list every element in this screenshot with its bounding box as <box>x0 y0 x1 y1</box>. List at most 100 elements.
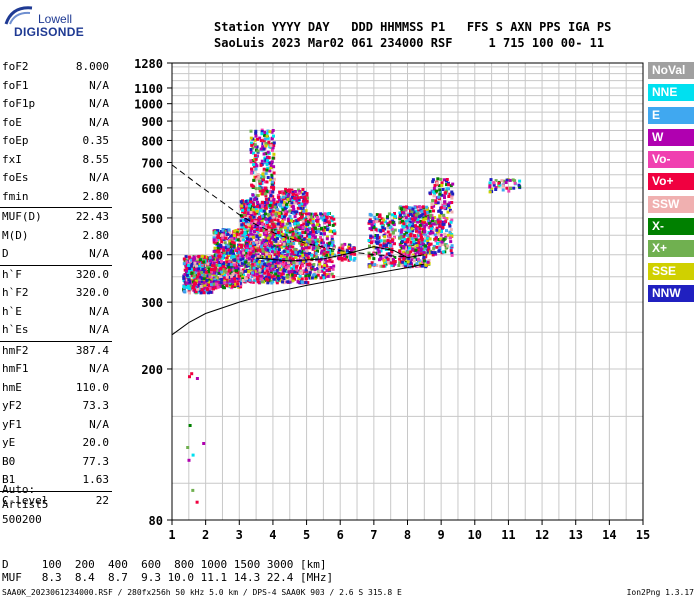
echo-point <box>435 228 439 232</box>
echo-point <box>235 232 239 236</box>
echo-point <box>232 261 236 265</box>
echo-point <box>265 275 269 279</box>
echo-point <box>243 232 247 235</box>
echo-point <box>411 229 415 232</box>
echo-point <box>268 130 272 134</box>
echo-point <box>251 146 255 150</box>
echo-point <box>260 214 264 218</box>
echo-point <box>307 233 311 237</box>
echo-point <box>228 279 232 283</box>
echo-point <box>195 256 199 260</box>
echo-point <box>443 243 447 247</box>
echo-point <box>289 245 293 248</box>
echo-point <box>407 251 411 255</box>
echo-point <box>291 273 295 277</box>
echo-point <box>434 239 438 243</box>
echo-point <box>290 201 294 205</box>
echo-point <box>440 240 444 244</box>
echo-point <box>210 285 214 289</box>
echo-point <box>261 192 265 196</box>
echo-point <box>513 181 517 185</box>
echo-point <box>430 251 434 254</box>
echo-point <box>450 196 454 200</box>
echo-point <box>374 227 378 231</box>
echo-point <box>247 212 251 216</box>
echo-point <box>423 212 427 216</box>
echo-point <box>435 189 439 193</box>
echo-point <box>380 264 384 268</box>
echo-point <box>388 244 392 247</box>
echo-point <box>255 272 259 276</box>
echo-point <box>256 221 260 225</box>
echo-point <box>264 206 268 210</box>
echo-point <box>312 273 316 277</box>
echo-point <box>348 246 352 250</box>
echo-point <box>450 218 454 222</box>
echo-point <box>252 198 256 202</box>
echo-point <box>386 241 390 245</box>
echo-point <box>323 232 326 236</box>
echo-point <box>446 210 450 214</box>
echo-point <box>254 220 258 224</box>
echo-point <box>257 175 261 179</box>
echo-point <box>251 193 255 197</box>
echo-point <box>275 268 279 272</box>
param-row: yF1 N/A <box>0 416 112 435</box>
echo-point <box>400 228 404 232</box>
echo-point <box>448 208 452 212</box>
echo-point <box>256 137 259 141</box>
echo-point <box>295 228 299 232</box>
echo-point <box>198 275 202 279</box>
echo-point <box>213 246 217 250</box>
echo-point <box>376 241 379 245</box>
echo-point <box>276 246 280 250</box>
echo-point <box>225 275 229 279</box>
echo-point <box>263 189 266 193</box>
echo-point <box>301 219 305 223</box>
echo-point <box>385 252 389 256</box>
echo-point <box>230 240 234 244</box>
echo-point <box>260 245 263 249</box>
x-tick-label: 15 <box>636 528 650 542</box>
echo-point <box>406 260 410 264</box>
echo-point <box>438 247 442 250</box>
echo-point <box>504 181 508 184</box>
echo-point <box>284 236 288 240</box>
echo-point <box>226 251 230 255</box>
echo-point <box>285 210 289 214</box>
echo-point <box>277 211 281 215</box>
echo-point <box>296 280 300 284</box>
echo-point <box>451 182 455 186</box>
echo-point <box>264 250 268 254</box>
echo-point <box>234 247 238 251</box>
echo-point <box>432 246 436 250</box>
echo-point <box>305 259 308 263</box>
echo-point <box>378 215 382 219</box>
echo-point <box>438 188 442 192</box>
echo-point <box>287 270 291 274</box>
x-tick-label: 6 <box>337 528 344 542</box>
echo-point <box>500 179 504 183</box>
echo-point <box>282 215 286 219</box>
echo-point <box>182 278 186 282</box>
echo-point <box>286 197 290 201</box>
echo-point <box>280 200 284 204</box>
echo-point <box>377 236 381 240</box>
echo-point <box>424 251 428 255</box>
echo-point <box>250 141 253 145</box>
echo-point <box>244 260 248 264</box>
echo-point <box>265 132 269 136</box>
echo-point <box>367 239 371 242</box>
echo-point <box>204 289 208 293</box>
echo-point <box>297 202 301 205</box>
echo-point <box>332 264 336 268</box>
echo-point <box>240 231 244 235</box>
echo-point <box>259 206 263 210</box>
echo-point <box>188 280 192 284</box>
echo-point <box>234 274 238 278</box>
echo-point <box>342 250 346 254</box>
echo-point <box>331 241 335 244</box>
echo-point <box>326 251 330 254</box>
echo-point <box>229 273 232 277</box>
